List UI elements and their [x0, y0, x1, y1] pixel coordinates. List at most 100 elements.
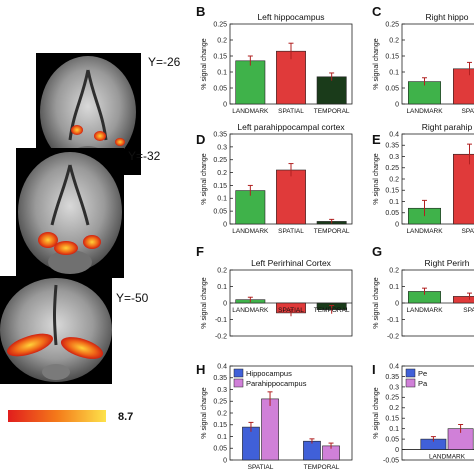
panel-d: D Left parahippocampal cortex 0 0.05 0.1 0.15…	[196, 122, 353, 235]
y-tick-label: 0.1	[389, 426, 399, 433]
bar-spat	[452, 153, 474, 225]
brain-slice-1: Y=-26	[36, 53, 181, 175]
colorbar: 8.7	[8, 410, 133, 423]
slice-label-3: Y=-50	[116, 291, 149, 305]
bar-temporal	[316, 76, 347, 105]
legend-label: Pe	[418, 369, 427, 378]
y-tick-label: 0.25	[213, 21, 227, 28]
panel-letter: B	[196, 4, 205, 19]
x-tick-label: LANDMARK	[429, 454, 466, 461]
panel-letter: C	[372, 4, 382, 19]
y-tick-label: 0.2	[217, 410, 227, 417]
y-tick-label: 0.1	[389, 69, 399, 76]
y-tick-label: 0.25	[385, 165, 399, 172]
panel-c: C Right hippo 0 0.05 0.1 0.15 0.2 0.25 % signal …	[372, 4, 474, 115]
y-tick-label: 0.4	[389, 363, 399, 370]
y-tick-label: 0.3	[217, 144, 227, 151]
x-tick-label: SPATIAL	[278, 228, 304, 235]
y-tick-label: 0	[223, 457, 227, 464]
y-tick-label: 0.4	[217, 363, 227, 370]
y-tick-label: -0.1	[387, 317, 399, 324]
y-tick-label: 0	[223, 101, 227, 108]
y-tick-label: 0.2	[389, 37, 399, 44]
y-tick-label: -0.1	[215, 317, 227, 324]
x-tick-label: TEMPORAL	[314, 307, 350, 314]
y-axis-label: % signal change	[373, 153, 380, 204]
y-tick-label: 0.1	[217, 69, 227, 76]
panel-letter: D	[196, 132, 205, 147]
bar-landmark	[235, 190, 266, 225]
y-axis-label: % signal change	[201, 387, 208, 438]
panel-i: I -0.05 0 0.05 0.1 0.15 0.2 0.25 0.3 0.35 0.4 % sig…	[372, 362, 474, 464]
brain-slice-2: Y=-32	[16, 148, 161, 278]
y-axis-label: % signal change	[201, 153, 208, 204]
legend-swatch	[233, 368, 244, 378]
x-tick-label: SPAT	[461, 228, 474, 235]
y-tick-label: 0.05	[213, 85, 227, 92]
x-tick-label: LANDMARK	[232, 228, 269, 235]
y-tick-label: -0.2	[387, 333, 399, 340]
y-tick-label: 0.05	[213, 446, 227, 453]
panel-title: Left hippocampus	[257, 12, 324, 22]
y-tick-label: 0	[223, 300, 227, 307]
panel-title: Right parahip	[422, 122, 473, 132]
y-tick-label: 0.2	[389, 405, 399, 412]
y-tick-label: 0.35	[213, 131, 227, 138]
x-tick-label: SPATIAL	[278, 307, 304, 314]
y-axis-label: % signal change	[373, 387, 380, 438]
y-tick-label: 0.1	[217, 434, 227, 441]
plot-frame	[401, 365, 474, 461]
panel-title: Left Perirhinal Cortex	[251, 258, 332, 268]
y-tick-label: 0.25	[213, 399, 227, 406]
panel-letter: H	[196, 362, 205, 377]
y-tick-label: 0.05	[385, 210, 399, 217]
y-tick-label: 0.2	[217, 37, 227, 44]
x-tick-label: TEMPORAL	[314, 108, 350, 115]
y-tick-label: 0.15	[385, 416, 399, 423]
y-axis-label: % signal change	[373, 38, 380, 89]
x-tick-label: LANDMARK	[406, 307, 443, 314]
panel-letter: G	[372, 244, 382, 259]
y-tick-label: 0	[395, 221, 399, 228]
panel-title: Left parahippocampal cortex	[237, 122, 345, 132]
y-tick-label: 0.1	[217, 196, 227, 203]
bar-hippocampus-temporal	[303, 440, 321, 461]
y-tick-label: 0.15	[385, 188, 399, 195]
legend-swatch	[405, 368, 416, 378]
slice-label-2: Y=-32	[128, 149, 161, 163]
brain-slice-3: Y=-50	[0, 276, 149, 384]
y-tick-label: 0.3	[389, 154, 399, 161]
y-tick-label: 0.1	[389, 199, 399, 206]
panel-letter: I	[372, 362, 376, 377]
y-tick-label: 0.15	[385, 53, 399, 60]
colorbar-max-label: 8.7	[118, 411, 133, 423]
y-tick-label: 0.35	[385, 374, 399, 381]
panel-letter: E	[372, 132, 381, 147]
legend-label: Parahippocampus	[246, 379, 307, 388]
y-tick-label: 0.4	[389, 131, 399, 138]
y-tick-label: 0.2	[217, 267, 227, 274]
y-axis-label: % signal change	[201, 277, 208, 328]
y-tick-label: 0.05	[213, 209, 227, 216]
y-tick-label: 0	[223, 221, 227, 228]
legend-label: Pa	[418, 379, 428, 388]
x-tick-label: SPAT	[461, 108, 474, 115]
panel-title: Right hippo	[425, 12, 468, 22]
y-tick-label: 0	[395, 300, 399, 307]
panel-letter: F	[196, 244, 204, 259]
y-tick-label: 0.25	[385, 21, 399, 28]
bar-landmark	[235, 60, 266, 105]
y-tick-label: 0.1	[217, 284, 227, 291]
y-tick-label: 0.05	[385, 437, 399, 444]
y-tick-label: -0.2	[215, 333, 227, 340]
y-tick-label: 0.15	[213, 422, 227, 429]
slice-label-1: Y=-26	[148, 55, 181, 69]
bar-spatial	[276, 169, 306, 225]
bar-spat	[452, 68, 474, 105]
x-tick-label: TEMPORAL	[304, 464, 340, 471]
y-axis-label: % signal change	[201, 38, 208, 89]
y-tick-label: 0.35	[385, 143, 399, 150]
y-tick-label: 0.3	[389, 384, 399, 391]
plot-frame	[401, 23, 474, 105]
